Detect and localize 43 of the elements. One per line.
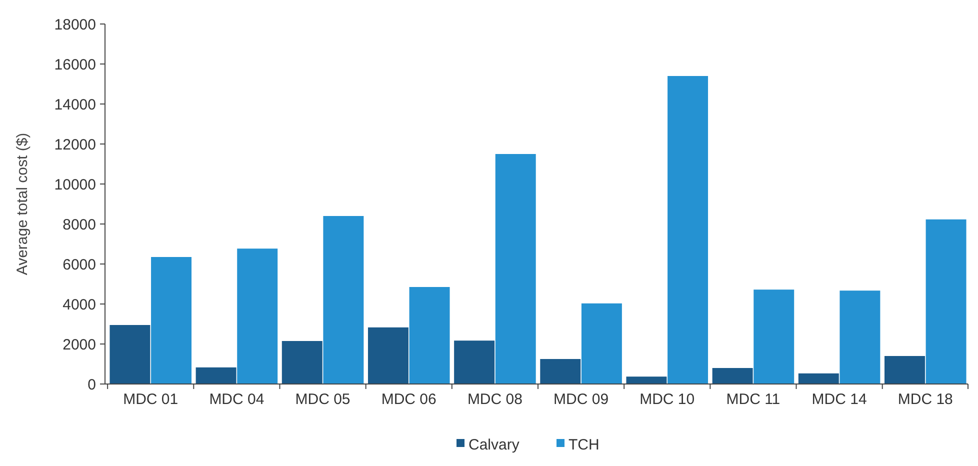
y-axis-title: Average total cost ($) bbox=[14, 132, 31, 276]
y-tick-label: 2000 bbox=[62, 336, 96, 354]
legend-label: TCH bbox=[568, 436, 600, 454]
bar bbox=[754, 290, 794, 384]
bar bbox=[926, 219, 966, 384]
bar bbox=[798, 373, 839, 384]
bar bbox=[110, 325, 150, 384]
x-tick-label: MDC 08 bbox=[467, 391, 522, 408]
bar bbox=[368, 327, 408, 384]
x-tick-label: MDC 10 bbox=[640, 391, 695, 408]
y-tick-label: 12000 bbox=[54, 136, 96, 154]
y-tick-label: 6000 bbox=[62, 256, 96, 274]
bar bbox=[884, 356, 925, 384]
bar bbox=[668, 76, 708, 384]
y-tick-label: 4000 bbox=[62, 296, 96, 314]
bar bbox=[237, 248, 278, 384]
bar bbox=[196, 367, 236, 384]
bar bbox=[151, 257, 192, 384]
x-tick-label: MDC 18 bbox=[898, 391, 953, 408]
bar bbox=[495, 154, 536, 384]
x-tick-label: MDC 01 bbox=[123, 391, 178, 408]
bar bbox=[282, 341, 322, 384]
bar bbox=[581, 303, 622, 384]
y-tick-label: 18000 bbox=[54, 16, 96, 34]
x-tick-label: MDC 05 bbox=[295, 391, 350, 408]
bar bbox=[323, 216, 364, 384]
y-tick-label: 8000 bbox=[62, 216, 96, 234]
bar bbox=[540, 359, 581, 384]
x-tick-label: MDC 06 bbox=[381, 391, 436, 408]
x-tick-label: MDC 14 bbox=[812, 391, 867, 408]
legend-label: Calvary bbox=[468, 436, 520, 454]
y-tick-label: 0 bbox=[88, 376, 96, 394]
x-tick-label: MDC 04 bbox=[209, 391, 264, 408]
x-tick-label: MDC 09 bbox=[554, 391, 609, 408]
bar bbox=[454, 340, 495, 384]
bar bbox=[840, 290, 880, 384]
x-tick-label: MDC 11 bbox=[726, 391, 780, 408]
y-tick-label: 16000 bbox=[54, 56, 96, 74]
bar bbox=[712, 368, 753, 384]
bar bbox=[409, 287, 450, 384]
y-tick-label: 10000 bbox=[54, 176, 96, 194]
bar bbox=[626, 376, 667, 384]
y-tick-label: 14000 bbox=[54, 96, 96, 114]
